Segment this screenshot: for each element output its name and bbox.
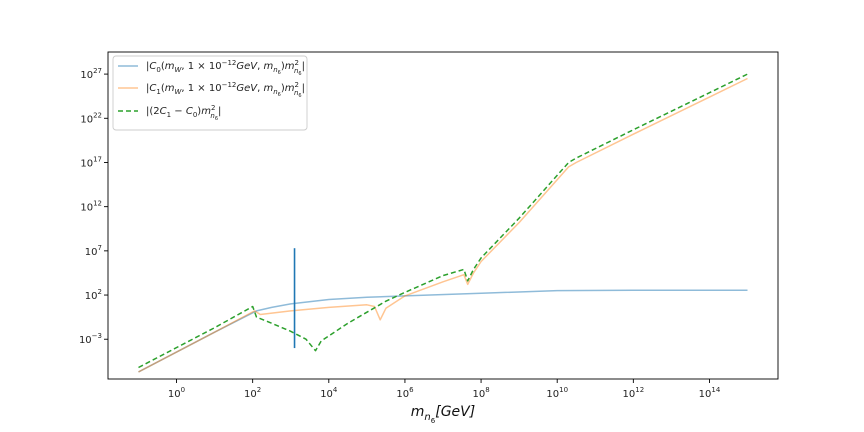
x-tick-label: 100 bbox=[168, 386, 185, 400]
series-line-0 bbox=[138, 289, 748, 373]
x-tick-label: 1010 bbox=[546, 386, 568, 400]
x-tick-label: 104 bbox=[320, 386, 338, 400]
y-tick-label: 1022 bbox=[80, 111, 102, 125]
legend-label: |C0(mW, 1 × 10−12GeV, mn6)m2 n6| bbox=[146, 59, 305, 77]
y-tick-label: 1027 bbox=[80, 67, 102, 81]
x-tick-label: 108 bbox=[472, 386, 489, 400]
x-tick-label: 102 bbox=[244, 386, 261, 400]
legend: |C0(mW, 1 × 10−12GeV, mn6)m2 n6| |C1(mW, 1… bbox=[112, 55, 308, 131]
x-tick-label: 1014 bbox=[699, 386, 721, 400]
x-axis-title: mn6[GeV] bbox=[411, 404, 475, 425]
series-line-1 bbox=[138, 77, 748, 373]
x-tick-label: 106 bbox=[396, 386, 414, 400]
plot-area bbox=[138, 73, 748, 373]
series-line-2 bbox=[138, 73, 748, 369]
y-tick-label: 10−3 bbox=[79, 332, 102, 346]
axes: 100 102 104 106 108 1010 1012 1014 10−3 102 107 101… bbox=[79, 51, 779, 425]
plot-frame bbox=[107, 51, 779, 380]
legend-label: |C1(mW, 1 × 10−12GeV, mn6)m2 n6| bbox=[146, 81, 305, 99]
y-tick-label: 1012 bbox=[80, 200, 102, 214]
y-tick-label: 102 bbox=[85, 288, 102, 302]
x-tick-label: 1012 bbox=[623, 386, 645, 400]
legend-box bbox=[112, 55, 308, 131]
series-group bbox=[138, 73, 748, 373]
y-tick-label: 107 bbox=[85, 244, 102, 258]
legend-label: |(2C1 − C0)m2 n6| bbox=[146, 104, 221, 122]
y-tick-label: 1017 bbox=[80, 155, 102, 169]
